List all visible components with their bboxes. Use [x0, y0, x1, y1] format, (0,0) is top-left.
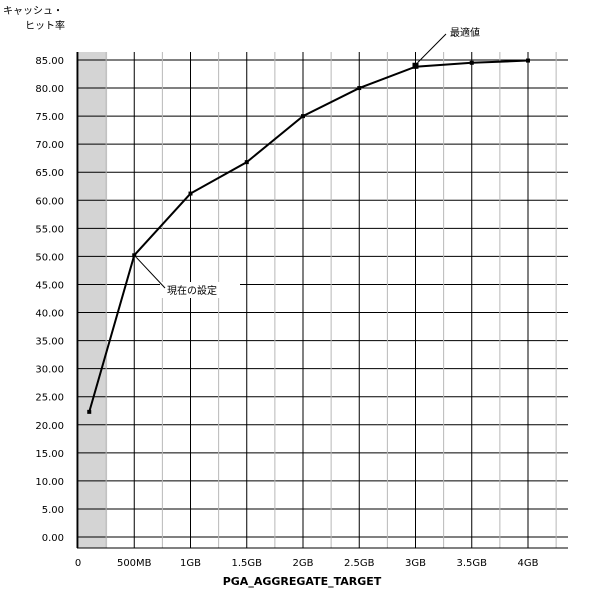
annotation-optimal-marker: [412, 62, 419, 69]
annotations: 現在の設定 最適値: [135, 24, 492, 298]
x-tick-label: 0: [75, 558, 81, 569]
y-tick-label: 5.00: [42, 505, 64, 516]
y-tick-label: 50.00: [35, 252, 64, 263]
y-tick-label: 75.00: [35, 112, 64, 123]
x-tick-labels: 0 500MB 1GB 1.5GB 2GB 2.5GB 3GB 3.5GB 4GB: [75, 558, 539, 569]
annotation-current-label: 現在の設定: [167, 284, 217, 297]
x-tick-label: 4GB: [518, 558, 539, 569]
data-point: [188, 191, 193, 196]
data-point: [526, 58, 530, 63]
annotation-current-leader: [135, 256, 166, 289]
y-axis-title-line-2: ヒット率: [25, 19, 65, 32]
y-tick-labels: 0.00 5.00 10.00 15.00 20.00 25.00 30.00 35.00 40…: [35, 56, 64, 544]
y-tick-label: 60.00: [35, 196, 64, 207]
data-point: [357, 86, 362, 91]
y-axis-title: キャッシュ・ ヒット率: [3, 6, 65, 32]
x-tick-label: 1GB: [180, 558, 201, 569]
y-axis-title-line-1: キャッシュ・: [3, 6, 63, 17]
x-tick-label: 2GB: [293, 558, 314, 569]
y-tick-label: 40.00: [35, 309, 64, 320]
data-point: [469, 60, 474, 65]
y-tick-label: 10.00: [35, 477, 64, 488]
x-tick-label: 3GB: [405, 558, 426, 569]
y-tick-label: 0.00: [42, 533, 64, 544]
x-tick-label: 3.5GB: [456, 558, 487, 569]
y-tick-label: 55.00: [35, 224, 64, 235]
annotation-optimal-leader: [417, 33, 447, 64]
y-tick-label: 70.00: [35, 140, 64, 151]
x-axis-title: PGA_AGGREGATE_TARGET: [223, 575, 382, 588]
x-tick-label: 2.5GB: [344, 558, 375, 569]
data-point: [244, 160, 249, 165]
y-tick-label: 35.00: [35, 337, 64, 348]
series-line: [87, 58, 530, 414]
data-point: [132, 253, 137, 258]
data-point: [301, 114, 305, 119]
y-tick-label: 30.00: [35, 365, 64, 376]
annotation-current-bg: [160, 282, 240, 298]
series-polyline: [88, 59, 529, 413]
annotation-optimal-label: 最適値: [450, 26, 480, 39]
annotation-optimal-bg: [448, 24, 492, 40]
shaded-region: [79, 52, 108, 548]
y-tick-label: 25.00: [35, 393, 64, 404]
data-point: [87, 409, 92, 414]
y-tick-label: 85.00: [35, 56, 64, 67]
x-tick-label: 1.5GB: [231, 558, 262, 569]
y-tick-label: 45.00: [35, 280, 64, 291]
grid-lines: [76, 52, 568, 549]
y-tick-label: 65.00: [35, 168, 64, 179]
x-tick-label: 500MB: [117, 558, 152, 569]
y-tick-label: 80.00: [35, 84, 64, 95]
y-tick-label: 20.00: [35, 421, 64, 432]
y-tick-label: 15.00: [35, 449, 64, 460]
